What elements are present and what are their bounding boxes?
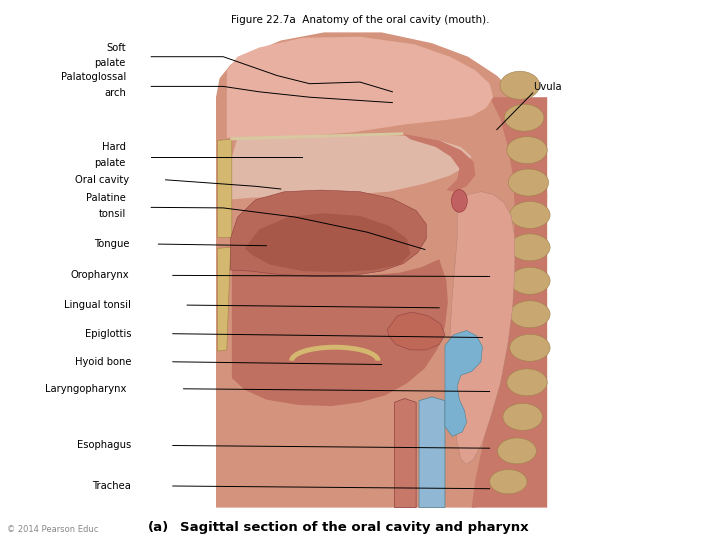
- Text: (a): (a): [148, 521, 169, 534]
- Ellipse shape: [490, 469, 527, 494]
- Polygon shape: [230, 132, 403, 140]
- Polygon shape: [419, 397, 445, 508]
- Text: palate: palate: [94, 158, 126, 168]
- Polygon shape: [227, 37, 493, 138]
- Ellipse shape: [498, 438, 536, 464]
- Ellipse shape: [510, 301, 550, 328]
- Text: Laryngopharynx: Laryngopharynx: [45, 384, 126, 394]
- Text: Soft: Soft: [107, 43, 126, 52]
- Ellipse shape: [507, 369, 547, 396]
- Ellipse shape: [504, 104, 544, 131]
- Polygon shape: [395, 399, 416, 508]
- Text: Figure 22.7a  Anatomy of the oral cavity (mouth).: Figure 22.7a Anatomy of the oral cavity …: [230, 15, 490, 25]
- Text: Esophagus: Esophagus: [77, 441, 131, 450]
- Text: Lingual tonsil: Lingual tonsil: [64, 300, 131, 310]
- Text: arch: arch: [104, 88, 126, 98]
- Polygon shape: [245, 213, 410, 272]
- Text: Palatoglossal: Palatoglossal: [60, 72, 126, 82]
- Text: Uvula: Uvula: [533, 83, 562, 92]
- Polygon shape: [230, 190, 426, 276]
- Polygon shape: [445, 330, 482, 436]
- Ellipse shape: [507, 137, 547, 164]
- Ellipse shape: [508, 169, 549, 196]
- Text: Epiglottis: Epiglottis: [84, 329, 131, 339]
- Ellipse shape: [510, 201, 550, 228]
- Ellipse shape: [451, 190, 467, 212]
- Text: Sagittal section of the oral cavity and pharynx: Sagittal section of the oral cavity and …: [180, 521, 528, 534]
- Text: Trachea: Trachea: [92, 481, 131, 491]
- Polygon shape: [232, 259, 448, 406]
- Text: Tongue: Tongue: [94, 239, 130, 249]
- Text: Hard: Hard: [102, 143, 126, 152]
- Text: palate: palate: [94, 58, 126, 68]
- Text: Palatine: Palatine: [86, 193, 126, 203]
- Text: © 2014 Pearson Educ: © 2014 Pearson Educ: [7, 524, 99, 534]
- Polygon shape: [450, 192, 515, 464]
- Polygon shape: [403, 134, 475, 192]
- Polygon shape: [472, 97, 547, 508]
- Polygon shape: [216, 32, 547, 508]
- Ellipse shape: [510, 267, 550, 294]
- Polygon shape: [387, 312, 445, 350]
- Polygon shape: [217, 139, 232, 238]
- Text: Oral cavity: Oral cavity: [76, 175, 130, 185]
- Text: tonsil: tonsil: [99, 209, 126, 219]
- Text: Hyoid bone: Hyoid bone: [75, 357, 131, 367]
- Polygon shape: [217, 247, 259, 351]
- Ellipse shape: [500, 71, 540, 99]
- Text: Oropharynx: Oropharynx: [71, 271, 130, 280]
- Polygon shape: [227, 134, 472, 200]
- Ellipse shape: [503, 403, 543, 430]
- Ellipse shape: [510, 334, 550, 361]
- Ellipse shape: [510, 234, 550, 261]
